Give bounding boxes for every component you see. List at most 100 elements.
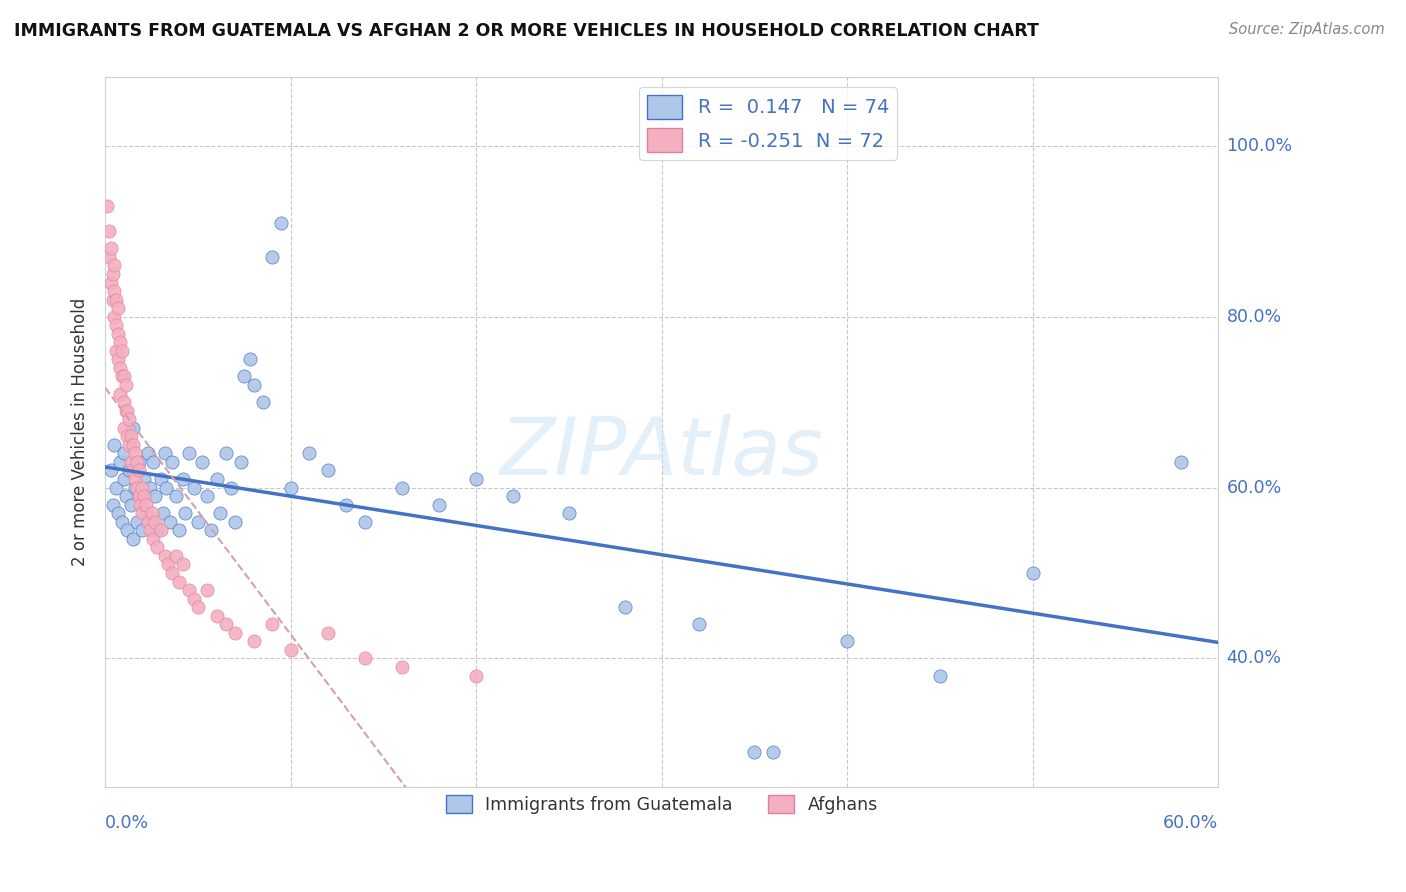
Point bbox=[316, 463, 339, 477]
Point bbox=[221, 481, 243, 495]
Point bbox=[131, 481, 153, 495]
Point bbox=[108, 360, 131, 375]
Point bbox=[101, 267, 124, 281]
Point bbox=[744, 746, 766, 760]
Point bbox=[100, 463, 122, 477]
Point bbox=[105, 343, 128, 358]
Y-axis label: 2 or more Vehicles in Household: 2 or more Vehicles in Household bbox=[72, 298, 89, 566]
Point bbox=[138, 481, 160, 495]
Point bbox=[224, 515, 246, 529]
Point bbox=[195, 583, 218, 598]
Point bbox=[262, 617, 284, 632]
Point bbox=[200, 523, 222, 537]
Point bbox=[298, 446, 321, 460]
Text: 0.0%: 0.0% bbox=[105, 814, 149, 832]
Point bbox=[131, 506, 153, 520]
Point bbox=[114, 378, 136, 392]
Text: 80.0%: 80.0% bbox=[1226, 308, 1282, 326]
Point bbox=[136, 446, 159, 460]
Point bbox=[118, 412, 141, 426]
Point bbox=[100, 241, 122, 255]
Point bbox=[316, 625, 339, 640]
Point bbox=[118, 438, 141, 452]
Point bbox=[117, 403, 139, 417]
Point bbox=[242, 378, 264, 392]
Point bbox=[142, 455, 165, 469]
Point bbox=[129, 489, 152, 503]
Point bbox=[160, 566, 183, 580]
Point bbox=[427, 498, 450, 512]
Text: 60.0%: 60.0% bbox=[1163, 814, 1218, 832]
Point bbox=[107, 506, 129, 520]
Point bbox=[354, 651, 377, 665]
Point bbox=[177, 446, 200, 460]
Point bbox=[169, 523, 191, 537]
Point bbox=[558, 506, 581, 520]
Point bbox=[100, 276, 122, 290]
Point bbox=[149, 523, 172, 537]
Point bbox=[280, 481, 302, 495]
Point bbox=[117, 429, 139, 443]
Point bbox=[209, 506, 232, 520]
Point bbox=[103, 284, 125, 298]
Point bbox=[141, 515, 163, 529]
Point bbox=[205, 608, 228, 623]
Point bbox=[101, 293, 124, 307]
Point bbox=[134, 472, 156, 486]
Text: Source: ZipAtlas.com: Source: ZipAtlas.com bbox=[1229, 22, 1385, 37]
Point bbox=[112, 369, 135, 384]
Point bbox=[118, 463, 141, 477]
Point bbox=[97, 224, 120, 238]
Text: IMMIGRANTS FROM GUATEMALA VS AFGHAN 2 OR MORE VEHICLES IN HOUSEHOLD CORRELATION : IMMIGRANTS FROM GUATEMALA VS AFGHAN 2 OR… bbox=[14, 22, 1039, 40]
Point bbox=[114, 403, 136, 417]
Point bbox=[335, 498, 357, 512]
Point bbox=[159, 515, 181, 529]
Point bbox=[837, 634, 859, 648]
Point bbox=[172, 472, 194, 486]
Point bbox=[128, 455, 150, 469]
Point bbox=[97, 250, 120, 264]
Point bbox=[252, 395, 274, 409]
Point bbox=[136, 515, 159, 529]
Point bbox=[125, 455, 148, 469]
Point bbox=[157, 558, 180, 572]
Point bbox=[928, 668, 950, 682]
Point bbox=[270, 216, 292, 230]
Point bbox=[391, 481, 413, 495]
Point bbox=[124, 472, 146, 486]
Point bbox=[111, 369, 134, 384]
Point bbox=[129, 498, 152, 512]
Point bbox=[131, 523, 153, 537]
Point bbox=[354, 515, 377, 529]
Point bbox=[1021, 566, 1043, 580]
Text: 60.0%: 60.0% bbox=[1226, 479, 1282, 497]
Point bbox=[187, 600, 209, 615]
Point bbox=[172, 558, 194, 572]
Point bbox=[224, 625, 246, 640]
Point bbox=[128, 489, 150, 503]
Point bbox=[128, 463, 150, 477]
Point bbox=[149, 472, 172, 486]
Point bbox=[138, 523, 160, 537]
Point bbox=[215, 446, 238, 460]
Point bbox=[233, 369, 256, 384]
Point bbox=[141, 506, 163, 520]
Point bbox=[165, 489, 187, 503]
Point bbox=[262, 250, 284, 264]
Point bbox=[108, 386, 131, 401]
Point bbox=[96, 198, 118, 212]
Point bbox=[105, 481, 128, 495]
Point bbox=[122, 463, 145, 477]
Point bbox=[177, 583, 200, 598]
Point bbox=[111, 515, 134, 529]
Point bbox=[502, 489, 524, 503]
Point bbox=[122, 421, 145, 435]
Point bbox=[1170, 455, 1192, 469]
Point bbox=[107, 301, 129, 315]
Point bbox=[195, 489, 218, 503]
Text: ZIPAtlas: ZIPAtlas bbox=[499, 414, 824, 492]
Point bbox=[239, 352, 262, 367]
Point bbox=[190, 455, 212, 469]
Point bbox=[169, 574, 191, 589]
Point bbox=[143, 489, 166, 503]
